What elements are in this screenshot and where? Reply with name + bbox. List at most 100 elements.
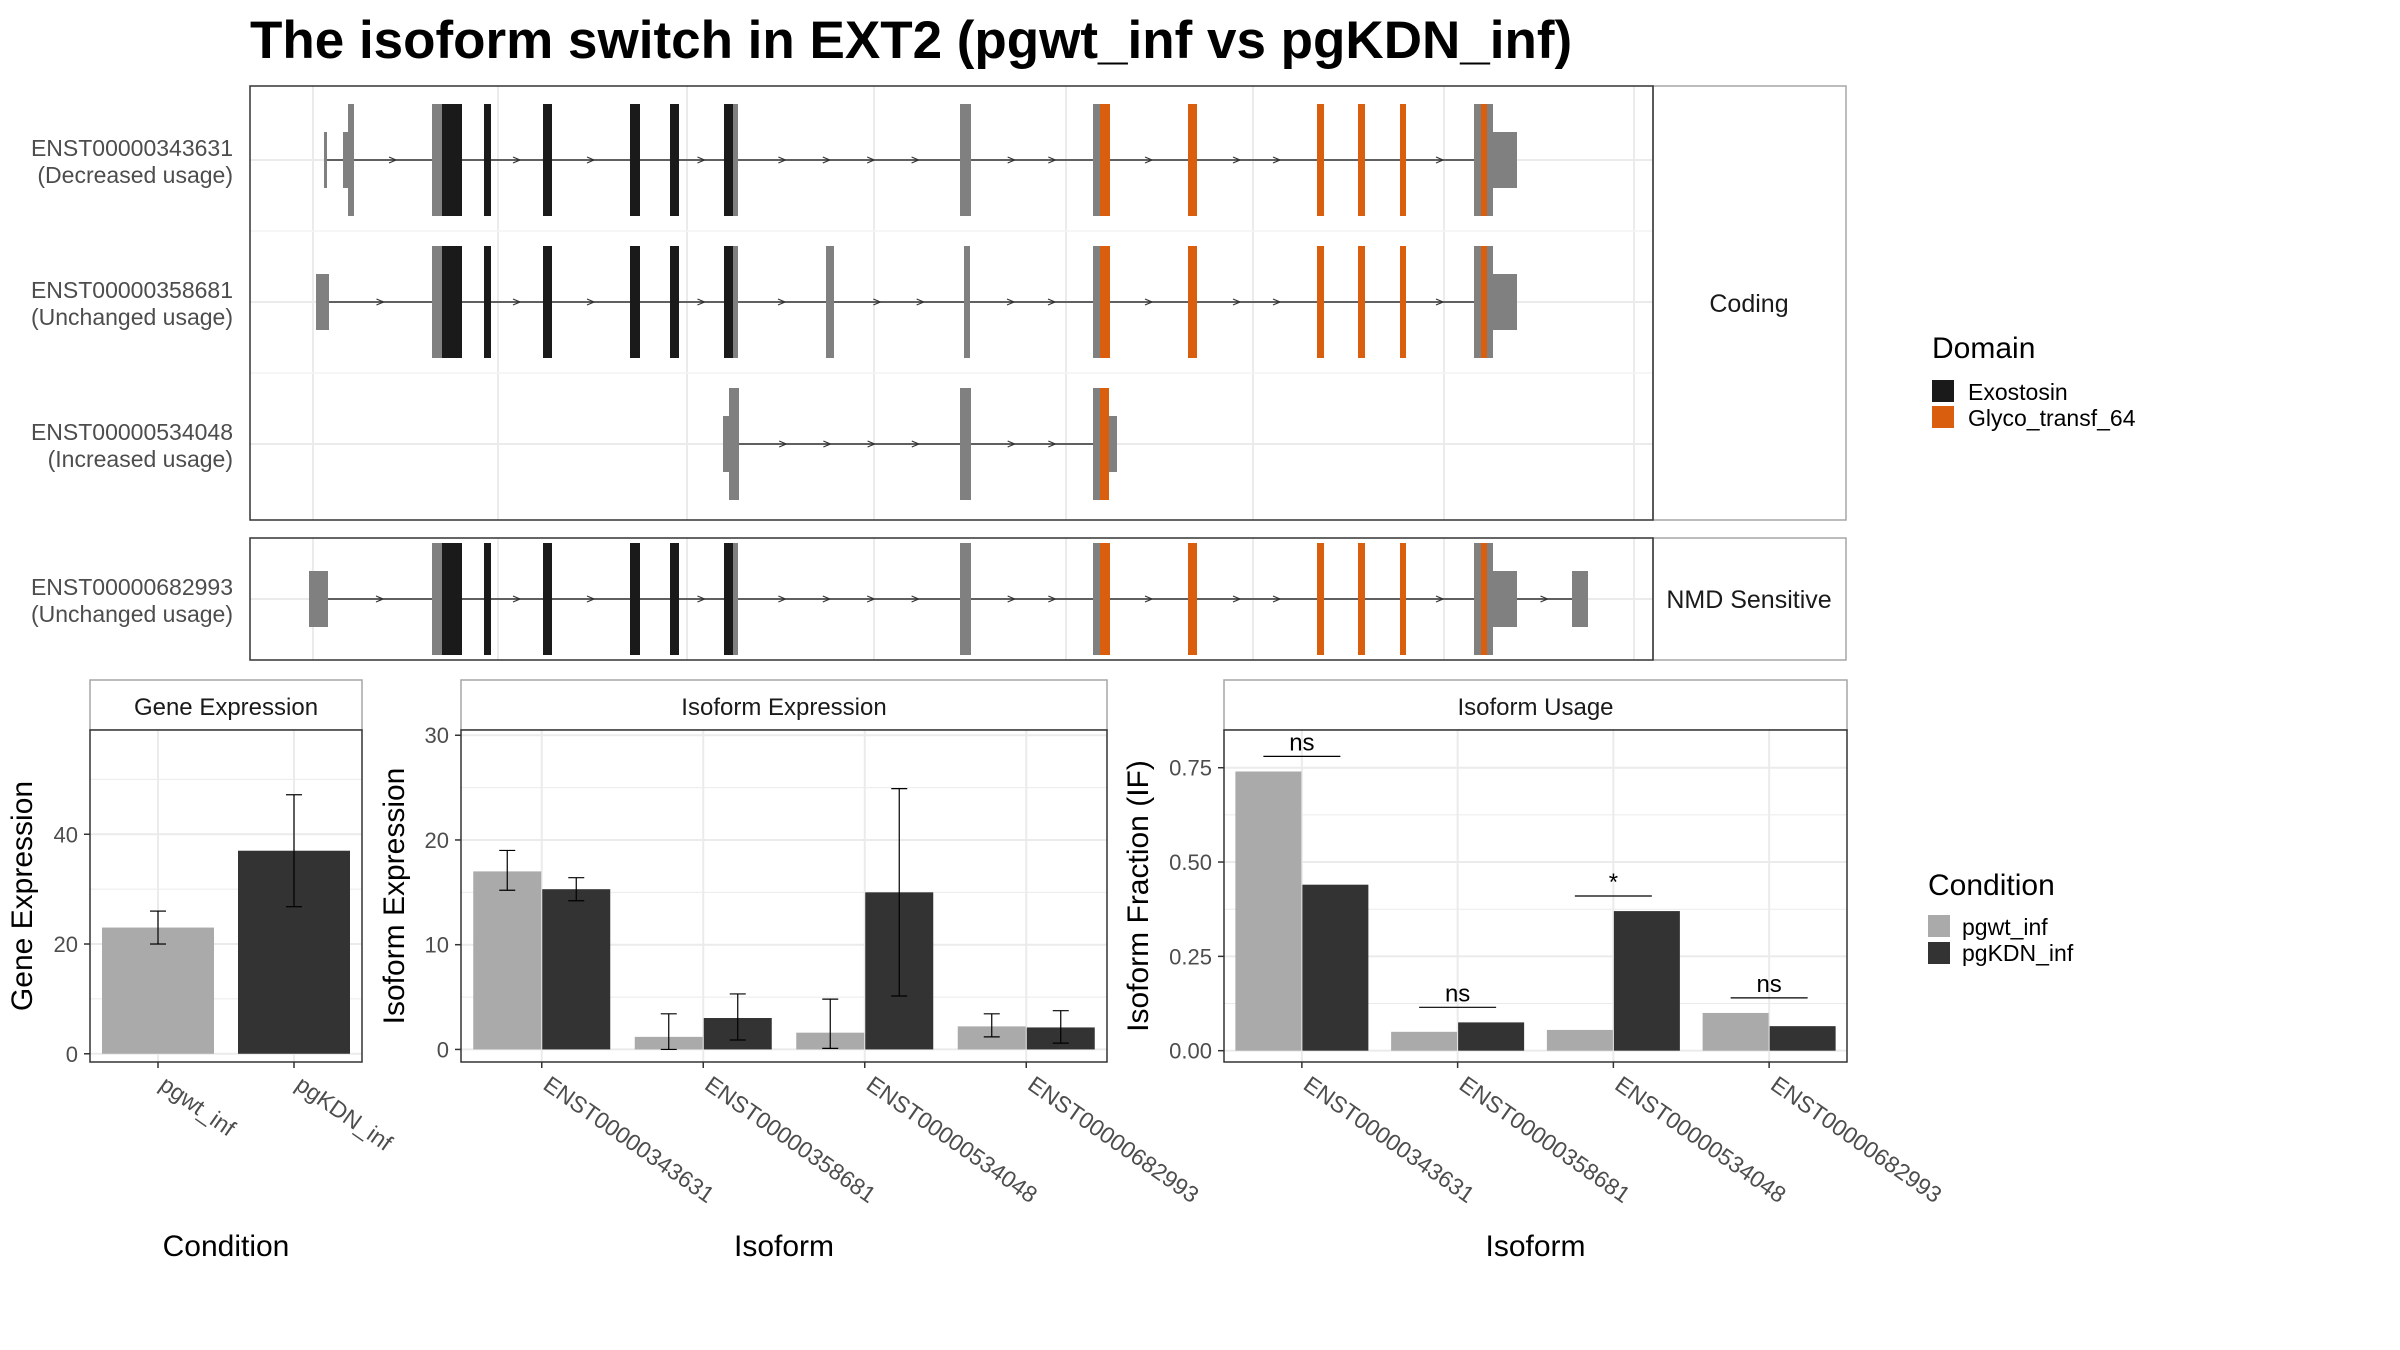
direction-arrow [1048, 595, 1057, 603]
bar [1546, 1029, 1613, 1051]
transcript-structure [309, 543, 1588, 655]
utr-exon [1493, 571, 1517, 627]
condition-legend-title: Condition [1928, 869, 2055, 902]
direction-arrow [1007, 440, 1017, 448]
direction-arrow [911, 156, 921, 164]
glyco-transf-exon [1188, 543, 1197, 655]
utr-exon [729, 388, 739, 500]
direction-arrow [1047, 298, 1057, 306]
bar [1613, 911, 1680, 1051]
chart-strip-label: Gene Expression [134, 694, 318, 721]
exostosin-exon [543, 543, 552, 655]
utr-exon [1487, 246, 1493, 358]
utr-exon [1493, 132, 1517, 188]
bar [542, 889, 611, 1050]
direction-arrow [822, 595, 832, 603]
error-bar [1052, 1010, 1069, 1044]
y-axis-title: Isoform Fraction (IF) [1122, 760, 1155, 1032]
glyco-transf-exon [1100, 388, 1109, 500]
glyco-transf-exon [1317, 543, 1324, 655]
utr-exon [733, 104, 738, 216]
exostosin-exon [442, 543, 450, 655]
transcript-id-label: ENST00000534048 [31, 419, 233, 445]
structure-panel: NMD Sensitive ENST00000682993(Unchanged u… [31, 537, 1847, 661]
direction-arrow [1435, 156, 1445, 164]
y-tick-label: 0.75 [1169, 756, 1212, 781]
direction-arrow [512, 156, 522, 164]
y-tick-label: 40 [54, 822, 78, 847]
direction-arrow [512, 298, 522, 306]
error-bar [891, 788, 908, 997]
direction-arrow [777, 298, 787, 306]
utr-exon [1487, 104, 1493, 216]
utr-exon [1109, 416, 1117, 472]
legend-label-exostosin: Exostosin [1968, 379, 2068, 405]
exostosin-exon [630, 246, 640, 358]
transcript-id-label: ENST00000343631 [31, 135, 233, 161]
exostosin-exon [724, 104, 733, 216]
error-bar [150, 910, 166, 945]
direction-arrow [1144, 156, 1154, 164]
direction-arrow [778, 156, 787, 164]
exostosin-exon [442, 246, 450, 358]
direction-arrow [1144, 595, 1154, 603]
panel-strip: Coding [1652, 85, 1847, 521]
utr-exon [316, 274, 329, 330]
direction-arrow [1272, 595, 1282, 603]
panel-strip-label: NMD Sensitive [1666, 586, 1831, 614]
utr-exon [960, 543, 971, 655]
utr-exon [1474, 543, 1481, 655]
exostosin-exon [450, 246, 462, 358]
y-tick-label: 20 [54, 932, 78, 957]
direction-arrow [586, 595, 596, 603]
utr-exon [733, 543, 738, 655]
y-tick-label: 20 [425, 828, 449, 853]
y-axis-title: Gene Expression [6, 781, 39, 1011]
glyco-transf-exon [1358, 246, 1365, 358]
glyco-transf-exon [1317, 246, 1324, 358]
utr-exon [1493, 274, 1517, 330]
glyco-transf-exon [1481, 246, 1487, 358]
exostosin-exon [724, 246, 733, 358]
direction-arrow [697, 156, 707, 164]
transcript-usage-label: (Decreased usage) [37, 162, 233, 188]
direction-arrow [1232, 156, 1242, 164]
domain-legend: Domain Exostosin Glyco_transf_64 [1932, 332, 2136, 431]
direction-arrow [1006, 298, 1016, 306]
direction-arrow [376, 298, 386, 306]
direction-arrow [911, 595, 921, 603]
bar [1458, 1022, 1525, 1051]
transcript-structure [324, 104, 1517, 216]
y-tick-label: 0.50 [1169, 850, 1212, 875]
transcript-id-label: ENST00000358681 [31, 277, 233, 303]
legend-label-glyco-transf: Glyco_transf_64 [1968, 405, 2136, 431]
glyco-transf-exon [1100, 543, 1110, 655]
transcript-id-label: ENST00000682993 [31, 574, 233, 600]
panel-strip-label: Coding [1709, 290, 1788, 318]
exostosin-exon [450, 543, 462, 655]
isoform-structure-panels: Coding ENST00000343631(Decreased usage) EN… [31, 85, 1847, 661]
error-bar [983, 1013, 1000, 1038]
exostosin-exon [484, 246, 491, 358]
y-tick-label: 0.25 [1169, 944, 1212, 969]
direction-arrow [388, 156, 398, 164]
direction-arrow [911, 440, 921, 448]
utr-exon [432, 104, 442, 216]
direction-arrow [1272, 156, 1282, 164]
bar [1702, 1012, 1769, 1051]
direction-arrow [1007, 595, 1017, 603]
utr-exon [1093, 246, 1100, 358]
utr-exon [723, 416, 729, 472]
utr-exon [1474, 104, 1481, 216]
exostosin-exon [670, 543, 679, 655]
utr-exon [343, 132, 348, 188]
y-tick-label: 30 [425, 723, 449, 748]
chart-panel-border [1223, 729, 1848, 1063]
transcript-usage-label: (Increased usage) [48, 446, 233, 472]
figure-title: The isoform switch in EXT2 (pgwt_inf vs … [250, 11, 1572, 70]
direction-arrow [512, 595, 522, 603]
error-bar [822, 998, 839, 1049]
direction-arrow [822, 156, 832, 164]
error-bar [729, 993, 746, 1041]
